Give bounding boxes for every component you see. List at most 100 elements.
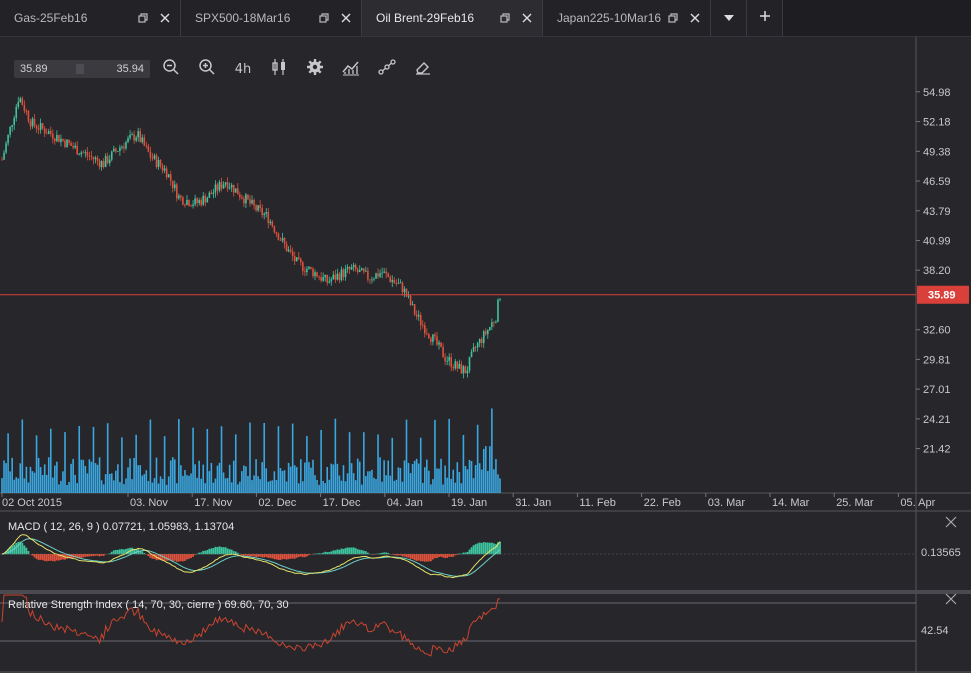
candle-body xyxy=(171,180,174,189)
new-tab-button[interactable] xyxy=(747,0,783,36)
volume-bar xyxy=(74,474,76,493)
candle-body xyxy=(387,273,390,277)
tab-japan225[interactable]: Japan225-10Mar16 xyxy=(543,0,711,36)
bid-ask-box[interactable]: 35.89 35.94 xyxy=(14,60,150,78)
candle-body xyxy=(336,273,339,280)
macd-histogram-bar xyxy=(100,554,103,556)
bid-price: 35.89 xyxy=(20,63,48,75)
volume-bar xyxy=(141,475,144,493)
candle-body xyxy=(379,273,381,277)
macd-histogram-bar xyxy=(228,549,231,555)
macd-histogram-bar xyxy=(322,552,325,555)
eraser-button[interactable] xyxy=(412,58,434,80)
candle-body xyxy=(371,279,373,281)
candle-body xyxy=(480,339,483,344)
macd-close-icon[interactable] xyxy=(945,516,957,528)
settings-button[interactable] xyxy=(304,58,326,80)
macd-histogram-bar xyxy=(90,554,93,557)
macd-histogram-bar xyxy=(340,548,343,555)
chart-area[interactable]: 35.89 54.98 52.18 49.38 46.59 43.79 40.99 38.2… xyxy=(0,37,971,673)
candle-body xyxy=(468,357,471,371)
macd-histogram-bar xyxy=(21,543,24,555)
macd-histogram-bar xyxy=(33,554,36,558)
candle-body xyxy=(283,237,286,244)
candle-body xyxy=(401,282,404,293)
tab-list-dropdown-button[interactable] xyxy=(711,0,747,36)
price-tick-label: 24.21 xyxy=(923,414,951,426)
candle-body xyxy=(106,156,109,164)
macd-histogram-bar xyxy=(269,554,272,559)
volume-bar xyxy=(43,464,46,493)
volume-bar xyxy=(62,471,64,493)
macd-histogram-bar xyxy=(62,554,64,560)
macd-histogram-bar xyxy=(265,554,268,557)
macd-histogram-bar xyxy=(25,547,28,555)
candle-body xyxy=(249,199,251,204)
macd-histogram-bar xyxy=(173,554,176,561)
close-icon[interactable] xyxy=(688,11,702,25)
candle-body xyxy=(245,194,247,204)
popout-icon[interactable] xyxy=(136,11,150,25)
volume-bar xyxy=(165,484,168,493)
price-chart-svg[interactable]: 35.89 54.98 52.18 49.38 46.59 43.79 40.99 38.2… xyxy=(0,37,971,673)
candle-body xyxy=(330,279,333,282)
volume-bar xyxy=(98,457,101,493)
chart-type-button[interactable] xyxy=(268,58,290,80)
volume-bar xyxy=(322,480,324,493)
tab-spx500[interactable]: SPX500-18Mar16 xyxy=(181,0,362,36)
macd-histogram-bar xyxy=(37,554,40,561)
candle-body xyxy=(328,281,331,283)
volume-bar xyxy=(310,467,312,493)
candle-body xyxy=(167,174,170,178)
indicators-button[interactable] xyxy=(340,58,362,80)
tab-label: Oil Brent-29Feb16 xyxy=(376,11,475,25)
volume-bar xyxy=(440,458,442,493)
tab-oil-brent[interactable]: Oil Brent-29Feb16 xyxy=(362,0,543,36)
volume-bar xyxy=(391,437,394,493)
volume-bar xyxy=(247,475,249,493)
volume-bar xyxy=(96,464,99,493)
macd-histogram-bar xyxy=(332,550,335,555)
timeframe-button[interactable]: 4h xyxy=(232,58,254,80)
close-icon[interactable] xyxy=(520,11,534,25)
rsi-close-icon[interactable] xyxy=(945,593,957,605)
tab-gas[interactable]: Gas-25Feb16 xyxy=(0,0,181,36)
candle-body xyxy=(369,279,371,281)
close-icon[interactable] xyxy=(158,11,172,25)
candle-body xyxy=(297,257,300,259)
volume-bar xyxy=(342,465,345,493)
zoom-in-button[interactable] xyxy=(196,58,218,80)
volume-bar xyxy=(104,474,107,493)
macd-histogram-bar xyxy=(346,547,349,555)
volume-bar xyxy=(220,426,223,493)
macd-histogram-bar xyxy=(486,542,489,555)
popout-icon[interactable] xyxy=(666,11,680,25)
candle-body xyxy=(312,268,314,277)
draw-line-button[interactable] xyxy=(376,58,398,80)
volume-bar xyxy=(415,458,418,493)
volume-bar xyxy=(360,484,363,493)
candle-body xyxy=(334,274,337,280)
volume-bar xyxy=(80,459,83,493)
volume-bar xyxy=(358,461,361,493)
macd-histogram-bar xyxy=(452,554,455,557)
time-tick-label: 03. Nov xyxy=(130,497,168,509)
popout-icon[interactable] xyxy=(498,11,512,25)
volume-bar xyxy=(448,418,450,493)
candle-body xyxy=(243,198,245,204)
tab-label: Japan225-10Mar16 xyxy=(557,11,662,25)
macd-histogram-bar xyxy=(43,554,46,561)
macd-histogram-bar xyxy=(438,554,440,558)
close-icon[interactable] xyxy=(339,11,353,25)
macd-histogram-bar xyxy=(299,554,302,557)
macd-histogram-bar xyxy=(450,554,453,557)
volume-bar xyxy=(224,478,227,493)
volume-bar xyxy=(66,484,68,493)
volume-bar xyxy=(106,423,109,493)
popout-icon[interactable] xyxy=(317,11,331,25)
volume-bar xyxy=(397,467,400,493)
candle-body xyxy=(470,351,473,358)
volume-bar xyxy=(381,481,383,493)
macd-histogram-bar xyxy=(458,553,461,555)
zoom-out-button[interactable] xyxy=(160,58,182,80)
